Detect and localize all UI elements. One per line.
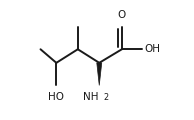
Text: OH: OH — [144, 44, 160, 54]
Text: 2: 2 — [103, 93, 108, 102]
Text: O: O — [118, 10, 126, 21]
Text: HO: HO — [48, 92, 64, 102]
Text: NH: NH — [83, 92, 98, 102]
Polygon shape — [97, 63, 102, 85]
